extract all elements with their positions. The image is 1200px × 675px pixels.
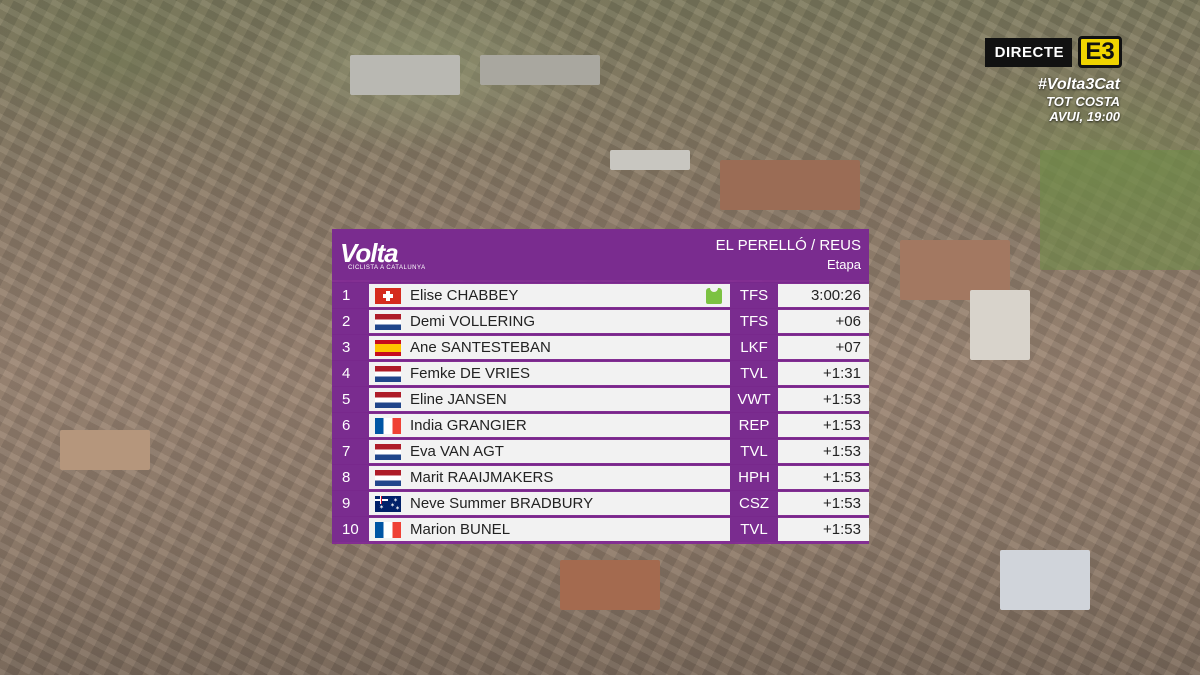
flag-nl-icon [375,391,401,408]
result-row: 2 Demi VOLLERING TFS +06 [332,308,869,334]
result-row: 1 Elise CHABBEY TFS 3:00:26 [332,282,869,308]
rider-cell: Demi VOLLERING [369,310,730,333]
rider-position: 7 [332,439,369,464]
rider-time: +1:31 [778,362,869,385]
rider-name: India GRANGIER [410,417,527,434]
rider-cell: Marion BUNEL [369,518,730,541]
flag-ch-icon [375,287,401,304]
rider-position: 10 [332,517,369,542]
flag-au-icon: ✶ ✶ ✶ ✶ [375,495,401,512]
channel-badge: DIRECTE E3 [984,36,1122,68]
green-field [1040,150,1200,270]
rider-time: +1:53 [778,388,869,411]
rider-time: +1:53 [778,414,869,437]
flag-nl-icon [375,443,401,460]
result-row: 6 India GRANGIER REP +1:53 [332,412,869,438]
team-code: TFS [730,309,778,334]
rider-position: 8 [332,465,369,490]
program-promo: #Volta3Cat TOT COSTA AVUI, 19:00 [1038,76,1120,124]
rider-name: Femke DE VRIES [410,365,531,382]
rider-time: +1:53 [778,492,869,515]
result-row: 5 Eline JANSEN VWT +1:53 [332,386,869,412]
rider-cell: ✶ ✶ ✶ ✶ Neve Summer BRADBURY [369,492,730,515]
result-row: 3 Ane SANTESTEBAN LKF +07 [332,334,869,360]
team-code: VWT [730,387,778,412]
rider-time: 3:00:26 [778,284,869,307]
results-list: 1 Elise CHABBEY TFS 3:00:26 2 Demi VOLLERING T… [332,280,869,544]
flag-es-icon [375,339,401,356]
rider-cell: Marit RAAIJMAKERS [369,466,730,489]
classification-type: Etapa [827,257,861,272]
building-block [610,150,690,170]
channel-logo: E3 [1078,36,1122,68]
rider-time: +1:53 [778,440,869,463]
rider-position: 1 [332,283,369,308]
team-code: CSZ [730,491,778,516]
rider-position: 4 [332,361,369,386]
rider-name: Marit RAAIJMAKERS [410,469,554,486]
team-code: TFS [730,283,778,308]
team-code: REP [730,413,778,438]
building-block [350,55,460,95]
program-title: TOT COSTA [1046,94,1120,109]
rider-cell: Eva VAN AGT [369,440,730,463]
result-row: 8 Marit RAAIJMAKERS HPH +1:53 [332,464,869,490]
race-logo-word: Volta [340,238,399,268]
flag-fr-icon [375,521,401,538]
result-row: 10 Marion BUNEL TVL +1:53 [332,516,869,542]
rider-cell: Elise CHABBEY [369,284,730,307]
team-code: TVL [730,361,778,386]
result-row: 4 Femke DE VRIES TVL +1:31 [332,360,869,386]
rider-time: +1:53 [778,466,869,489]
race-logo-subtitle: CICLISTA A CATALUNYA [348,265,426,271]
flag-fr-icon [375,417,401,434]
live-label: DIRECTE [984,37,1072,67]
rider-cell: Ane SANTESTEBAN [369,336,730,359]
flag-nl-icon [375,313,401,330]
rider-position: 5 [332,387,369,412]
rider-cell: Eline JANSEN [369,388,730,411]
rider-cell: India GRANGIER [369,414,730,437]
team-code: TVL [730,439,778,464]
team-code: HPH [730,465,778,490]
race-logo: Volta CICLISTA A CATALUNYA [340,238,426,271]
rider-time: +1:53 [778,518,869,541]
building-block [60,430,150,470]
rider-name: Demi VOLLERING [410,313,536,330]
green-jersey-icon [706,288,722,304]
rider-name: Neve Summer BRADBURY [410,495,594,512]
result-row: 7 Eva VAN AGT TVL +1:53 [332,438,869,464]
result-row: 9 ✶ ✶ ✶ ✶ Neve Summer BRADBURY CSZ +1:53 [332,490,869,516]
team-code: LKF [730,335,778,360]
rider-name: Eline JANSEN [410,391,507,408]
rider-name: Eva VAN AGT [410,443,504,460]
rider-time: +06 [778,310,869,333]
program-schedule: AVUI, 19:00 [1049,109,1120,124]
building-block [480,55,600,85]
building-block [970,290,1030,360]
flag-nl-icon [375,469,401,486]
rider-name: Elise CHABBEY [410,287,519,304]
team-code: TVL [730,517,778,542]
rider-position: 6 [332,413,369,438]
rider-position: 2 [332,309,369,334]
building-block [720,160,860,210]
rider-name: Ane SANTESTEBAN [410,339,551,356]
building-block [1000,550,1090,610]
stage-route: EL PERELLÓ / REUS [715,237,861,254]
stage-info: EL PERELLÓ / REUS Etapa [716,237,861,274]
rider-cell: Femke DE VRIES [369,362,730,385]
building-block [560,560,660,610]
rider-position: 9 [332,491,369,516]
results-panel: Volta CICLISTA A CATALUNYA EL PERELLÓ / … [332,229,869,544]
hashtag: #Volta3Cat [1037,76,1120,93]
rider-time: +07 [778,336,869,359]
rider-position: 3 [332,335,369,360]
results-header: Volta CICLISTA A CATALUNYA EL PERELLÓ / … [332,229,869,280]
rider-name: Marion BUNEL [410,521,511,538]
flag-nl-icon [375,365,401,382]
